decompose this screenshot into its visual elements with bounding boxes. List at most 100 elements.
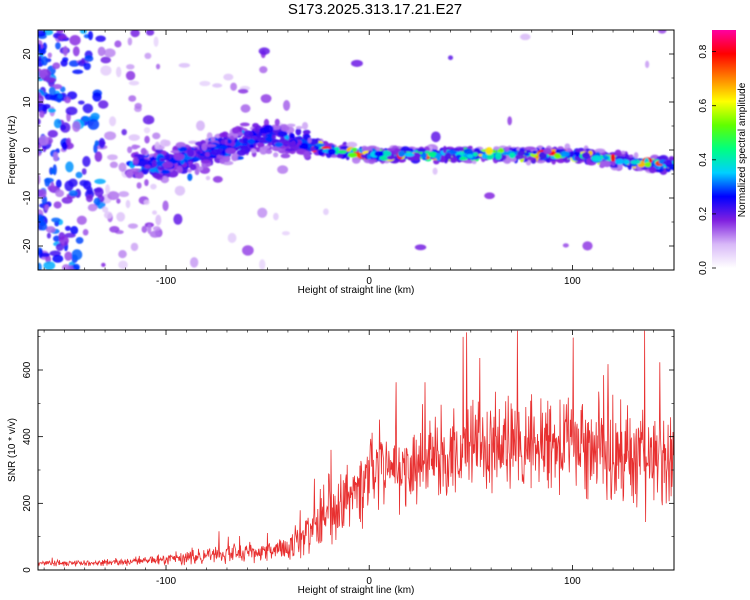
heatmap-cell [38, 174, 41, 185]
heatmap-cell [532, 150, 538, 155]
heatmap-cell [56, 30, 64, 34]
heatmap-cell [173, 213, 183, 225]
heatmap-cell [281, 231, 290, 236]
heatmap-cell [83, 62, 91, 71]
heatmap-cell [55, 189, 65, 198]
heatmap-cell [121, 128, 127, 136]
heatmap-cell [127, 146, 133, 154]
heatmap-cell [107, 191, 120, 201]
heatmap-cell [323, 208, 329, 216]
heatmap-cell [100, 56, 112, 64]
heatmap-cell [69, 34, 81, 46]
heatmap-y-tick-label: -20 [22, 238, 33, 253]
heatmap-cell [463, 148, 474, 155]
heatmap-cell [633, 152, 639, 159]
heatmap-cell [412, 152, 421, 161]
heatmap-cell [416, 148, 427, 153]
heatmap-cell [519, 33, 531, 41]
heatmap-cell [414, 244, 427, 251]
heatmap-cell [98, 100, 109, 109]
heatmap-cell [274, 118, 280, 127]
heatmap-cell [159, 158, 166, 162]
heatmap-cell [144, 135, 150, 144]
heatmap-cell [227, 232, 237, 244]
heatmap-cell [196, 150, 201, 155]
heatmap-cell [48, 86, 56, 95]
heatmap-cell [351, 147, 358, 152]
snr-y-tick-label: 200 [22, 495, 33, 512]
heatmap-cell [273, 152, 279, 158]
heatmap-cell [156, 145, 165, 150]
heatmap-cell [527, 155, 535, 161]
heatmap-cell [65, 106, 78, 116]
heatmap-cell [157, 166, 165, 171]
heatmap-cell [72, 69, 84, 75]
heatmap-cell [277, 130, 288, 137]
heatmap-cell [38, 69, 47, 79]
heatmap-cell [257, 207, 268, 218]
heatmap-cell [657, 30, 667, 34]
heatmap-cell [41, 56, 48, 66]
heatmap-cell [668, 156, 674, 161]
heatmap-cell [663, 160, 673, 165]
heatmap-cell [274, 142, 283, 148]
heatmap-cell [49, 94, 57, 101]
heatmap-cell [368, 158, 378, 162]
heatmap-cell [493, 146, 500, 151]
heatmap-cell [143, 127, 151, 134]
heatmap-cell [259, 66, 268, 74]
heatmap-cell [247, 138, 255, 145]
heatmap-cell [223, 73, 234, 81]
heatmap-cell [442, 145, 447, 154]
heatmap-cell [50, 181, 55, 192]
heatmap-cell [212, 83, 223, 88]
heatmap-cell [621, 150, 626, 155]
heatmap-cell [591, 155, 602, 162]
heatmap-cell [144, 52, 152, 59]
heatmap-cell [188, 140, 198, 144]
heatmap-cell [524, 152, 530, 157]
snr-x-tick-label: 100 [564, 576, 581, 587]
heatmap-cell [187, 161, 193, 165]
heatmap-cell [561, 150, 570, 157]
heatmap-cell [51, 217, 61, 223]
heatmap-x-tick-label: -100 [156, 276, 176, 287]
heatmap-cell [104, 48, 116, 58]
heatmap-cell [60, 124, 66, 131]
heatmap-cell [189, 257, 199, 268]
heatmap-cell [118, 250, 127, 259]
heatmap-cell [601, 160, 612, 167]
heatmap-cell [145, 30, 155, 36]
heatmap-cell [222, 155, 231, 163]
heatmap-cell [38, 102, 42, 108]
heatmap-cell [645, 60, 650, 69]
heatmap-cell [165, 154, 170, 160]
heatmap-cell [64, 96, 71, 104]
heatmap-cell [508, 152, 516, 159]
heatmap-cell [295, 128, 302, 136]
heatmap-cell [130, 30, 140, 38]
heatmap-cell [221, 131, 229, 138]
heatmap-cell [187, 168, 192, 173]
snr-series-line [38, 330, 674, 568]
heatmap-cell [581, 152, 591, 160]
snr-x-axis-label: Height of straight line (km) [298, 585, 415, 596]
heatmap-cell [125, 199, 131, 209]
heatmap-cell [481, 153, 488, 159]
colorbar-ticks: 0.0 0.2 0.4 0.6 0.8 [698, 44, 716, 275]
heatmap-cell [57, 93, 63, 99]
heatmap-cell [66, 137, 72, 146]
heatmap-cell [614, 149, 622, 157]
heatmap-cell [553, 153, 562, 159]
heatmap-cell [79, 179, 89, 187]
heatmap-cell [94, 151, 103, 162]
heatmap-cell [114, 40, 122, 48]
heatmap-cell [82, 103, 94, 114]
heatmap-cell [104, 131, 117, 141]
heatmap-y-tick-label: 10 [22, 96, 33, 108]
heatmap-cell [284, 148, 295, 152]
heatmap-cell [648, 166, 657, 174]
heatmap-y-tick-label: 20 [22, 48, 33, 60]
snr-x-tick-label: 0 [366, 576, 372, 587]
